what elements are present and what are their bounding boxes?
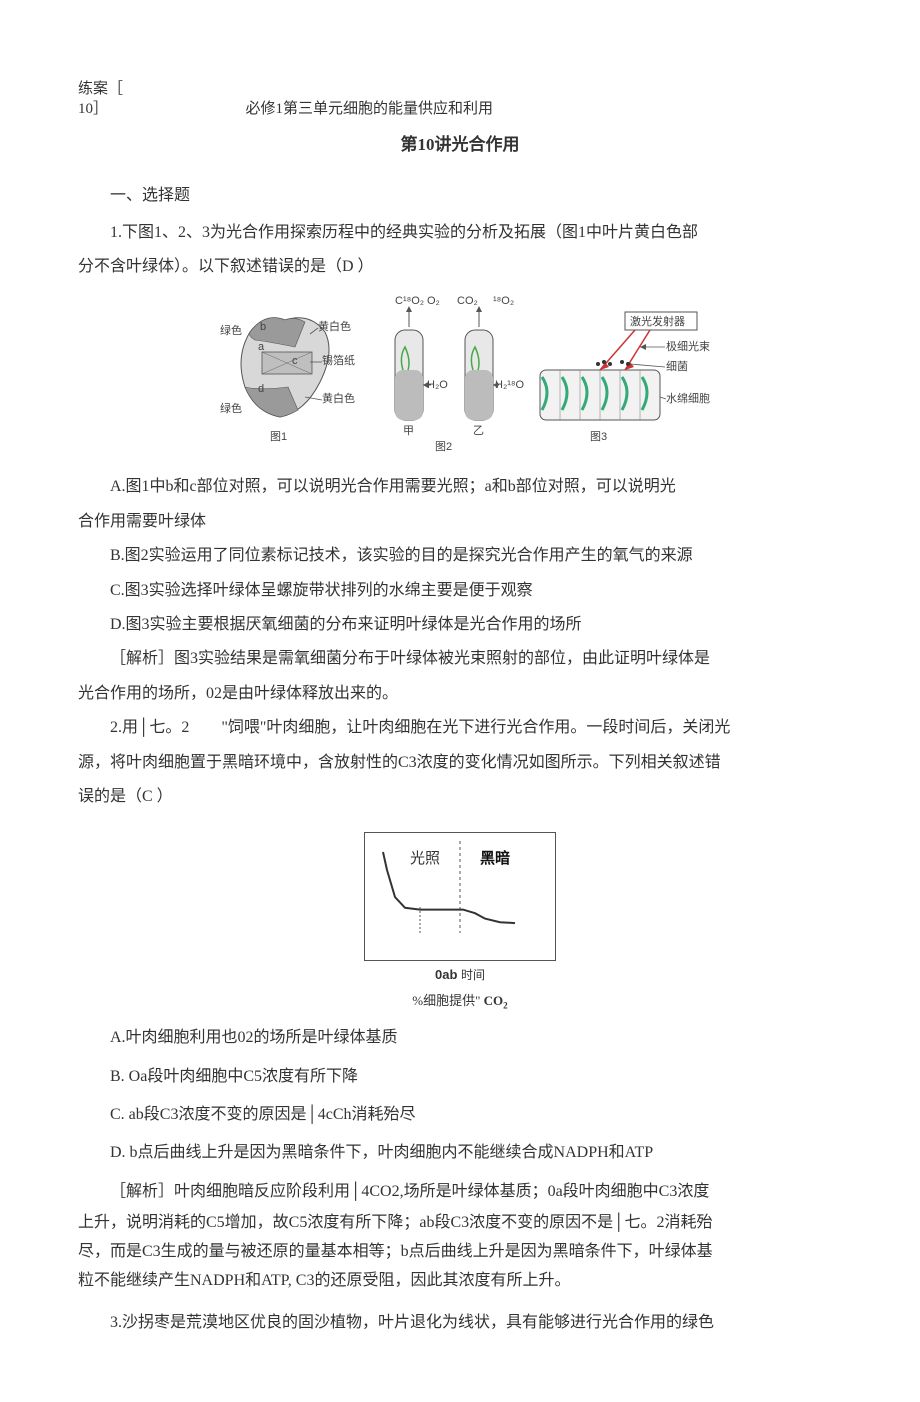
q1-stem-1: 1.下图1、2、3为光合作用探索历程中的经典实验的分析及拓展（图1中叶片黄白色部 [78, 218, 842, 248]
svg-text:细菌: 细菌 [666, 360, 688, 373]
svg-text:水绵细胞: 水绵细胞 [666, 391, 710, 405]
svg-text:黄白色: 黄白色 [322, 391, 355, 405]
svg-text:b: b [260, 321, 266, 333]
q2-optB: B. Oa段叶肉细胞中C5浓度有所下降 [78, 1062, 842, 1092]
q1-figure: b a d c 绿色 黄白色 锡箔纸 黄白色 绿色 图1 [78, 292, 842, 462]
lesson-title: 第10讲光合作用 [78, 129, 842, 161]
svg-text:H₂¹⁸O: H₂¹⁸O [495, 379, 525, 391]
svg-text:图1: 图1 [270, 430, 287, 443]
q2-x-b: b [449, 967, 457, 982]
q2-stem-1: 2.用│七。2 "饲喂"叶肉细胞，让叶肉细胞在光下进行光合作用。一段时间后，关闭… [78, 713, 842, 743]
svg-text:黑暗: 黑暗 [480, 849, 510, 867]
svg-text:光照: 光照 [410, 850, 440, 867]
q2-stem-2: 源，将叶肉细胞置于黑暗环境中，含放射性的C3浓度的变化情况如图所示。下列相关叙述… [78, 748, 842, 778]
q1-optD: D.图3实验主要根据厌氧细菌的分布来证明叶绿体是光合作用的场所 [78, 610, 842, 640]
q1-optA-2: 合作用需要叶绿体 [78, 507, 842, 537]
svg-text:甲: 甲 [403, 425, 414, 437]
q1-optA-1: A.图1中b和c部位对照，可以说明光合作用需要光照；a和b部位对照，可以说明光 [78, 472, 842, 502]
q1-analysis-2: 光合作用的场所，02是由叶绿体释放出来的。 [78, 679, 842, 709]
q2-x-axis: 时间 [461, 968, 485, 982]
svg-text:锡箔纸: 锡箔纸 [322, 353, 355, 367]
case-label-l1: 练案［ [78, 81, 123, 97]
q2-analysis-2: 上升，说明消耗的C5增加，故C5浓度有所下降；ab段C3浓度不变的原因不是│七。… [78, 1211, 842, 1236]
q2-stem-3: 误的是（C ） [78, 782, 842, 812]
unit-title: 必修1第三单元细胞的能量供应和利用 [246, 101, 494, 117]
svg-text:黄白色: 黄白色 [318, 319, 351, 333]
q1-optC: C.图3实验选择叶绿体呈螺旋带状排列的水绵主要是便于观察 [78, 576, 842, 606]
q2-optA: A.叶肉细胞利用也02的场所是叶绿体基质 [78, 1023, 842, 1053]
svg-text:CO₂: CO₂ [457, 295, 478, 307]
svg-text:乙: 乙 [473, 424, 484, 437]
q1-stem-2: 分不含叶绿体）。以下叙述错误的是（D ） [78, 252, 842, 282]
section-heading: 一、选择题 [78, 181, 842, 211]
svg-text:激光发射器: 激光发射器 [630, 314, 685, 328]
q2-analysis-1: ［解析］叶肉细胞暗反应阶段利用│4CO2,场所是叶绿体基质；0a段叶肉细胞中C3… [78, 1177, 842, 1207]
q2-optD: D. b点后曲线上升是因为黑暗条件下，叶肉细胞内不能继续合成NADPH和ATP [78, 1138, 842, 1168]
q2-chart: 光照 黑暗 0ab 时间 %细胞提供" CO2 [78, 832, 842, 1015]
svg-text:¹⁸O₂: ¹⁸O₂ [493, 295, 514, 307]
svg-text:C¹⁸O₂: C¹⁸O₂ [395, 295, 424, 307]
q2-chart-caption: %细胞提供" CO2 [78, 989, 842, 1015]
svg-text:d: d [258, 383, 264, 395]
svg-text:绿色: 绿色 [220, 323, 242, 337]
q2-analysis-4: 粒不能继续产生NADPH和ATP, C3的还原受阻，因此其浓度有所上升。 [78, 1269, 842, 1294]
q3-stem-1: 3.沙拐枣是荒漠地区优良的固沙植物，叶片退化为线状，具有能够进行光合作用的绿色 [78, 1308, 842, 1338]
q2-optC: C. ab段C3浓度不变的原因是│4cCh消耗殆尽 [78, 1100, 842, 1130]
svg-text:c: c [292, 355, 298, 367]
svg-text:绿色: 绿色 [220, 401, 242, 415]
svg-text:极细光束: 极细光束 [666, 339, 710, 353]
case-label: 练案［ 10］ 必修1第三单元细胞的能量供应和利用 [78, 80, 842, 119]
svg-text:a: a [258, 341, 265, 353]
svg-text:图2: 图2 [435, 440, 452, 453]
q2-analysis-3: 尽，而是C3生成的量与被还原的量基本相等；b点后曲线上升是因为黑暗条件下，叶绿体… [78, 1240, 842, 1265]
q1-optB: B.图2实验运用了同位素标记技术，该实验的目的是探究光合作用产生的氧气的来源 [78, 541, 842, 571]
q1-analysis-1: ［解析］图3实验结果是需氧细菌分布于叶绿体被光束照射的部位，由此证明叶绿体是 [78, 644, 842, 674]
svg-text:O₂: O₂ [427, 295, 440, 307]
case-label-l2: 10］ [78, 101, 108, 117]
svg-text:图3: 图3 [590, 430, 607, 443]
